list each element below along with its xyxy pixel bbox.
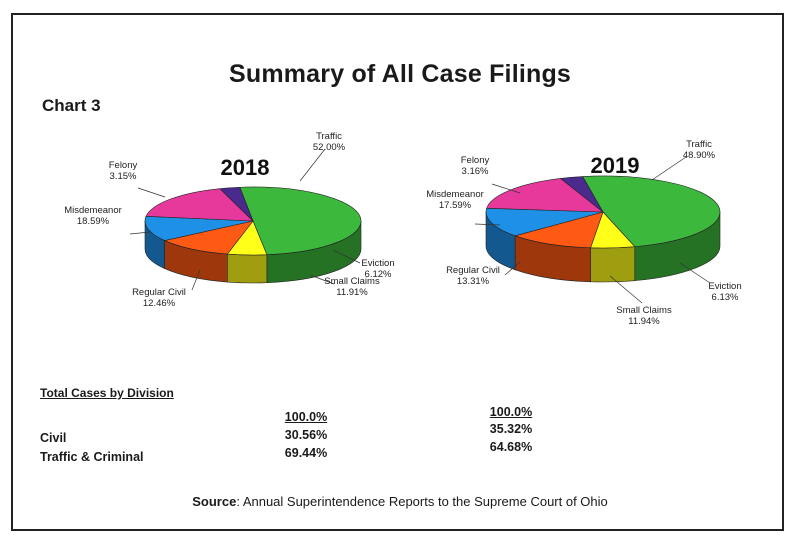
leader-line-eviction: [332, 249, 361, 264]
slice-regular-civil: [144, 216, 254, 241]
source-label: Source: [192, 494, 237, 509]
slice-misdemeanor: [145, 188, 254, 222]
leader-line-misdemeanor: [474, 223, 501, 226]
slice-label-felony: Felony: [109, 160, 138, 171]
leader-line-small-claims: [309, 274, 335, 285]
slice-regular-civil: [485, 207, 604, 237]
slice-label-misdemeanor: Misdemeanor: [64, 205, 122, 216]
source-text: : Annual Superintendence Reports to the …: [236, 494, 608, 509]
slice-label-regular-civil: Regular Civil: [132, 287, 186, 298]
leader-line-eviction: [679, 262, 711, 284]
slice-label-felony: Felony: [461, 155, 490, 166]
chart-number-label: Chart 3: [42, 96, 101, 115]
slice-value-eviction: 6.13%: [712, 292, 739, 303]
slice-label-eviction: Eviction: [708, 281, 741, 292]
slice-felony: [559, 176, 604, 213]
slice-value-eviction: 6.12%: [365, 269, 392, 280]
slice-value-small-claims: 11.91%: [336, 287, 368, 298]
slice-value-misdemeanor: 17.59%: [439, 200, 472, 211]
traffic-criminal-2019: 64.68%: [489, 440, 533, 454]
slice-value-traffic: 48.90%: [683, 150, 716, 161]
leader-line-regular-civil: [191, 269, 201, 291]
slice-value-felony: 3.16%: [462, 166, 489, 177]
pie-year-title: 2019: [591, 153, 640, 178]
leader-line-misdemeanor: [129, 231, 151, 235]
leader-line-traffic: [651, 156, 687, 181]
slice-label-regular-civil: Regular Civil: [446, 265, 500, 276]
slice-side-eviction: [227, 253, 268, 284]
slice-value-felony: 3.15%: [110, 171, 137, 182]
slice-label-traffic: Traffic: [686, 139, 712, 150]
leader-line-felony: [137, 187, 166, 198]
leader-line-traffic: [299, 148, 326, 182]
leader-line-felony: [491, 183, 521, 194]
total-2018: 100.0%: [284, 410, 328, 424]
slice-label-small-claims: Small Claims: [324, 276, 380, 287]
division-table-title: Total Cases by Division: [40, 386, 174, 400]
civil-2019: 35.32%: [489, 422, 533, 436]
slice-value-traffic: 52.00%: [313, 142, 346, 153]
leader-line-small-claims: [609, 275, 643, 304]
slice-small-claims: [163, 220, 254, 255]
leader-line-regular-civil: [504, 261, 521, 276]
slice-value-regular-civil: 13.31%: [457, 276, 490, 287]
slice-label-small-claims: Small Claims: [616, 305, 672, 316]
source-note: Source: Annual Superintendence Reports t…: [0, 494, 800, 509]
row-label-civil: Civil: [40, 431, 67, 445]
row-label-traffic-criminal: Traffic & Criminal: [40, 450, 144, 464]
slice-value-misdemeanor: 18.59%: [77, 216, 110, 227]
slice-value-regular-civil: 12.46%: [143, 298, 176, 309]
civil-2018: 30.56%: [284, 428, 328, 442]
slice-label-misdemeanor: Misdemeanor: [426, 189, 484, 200]
chart-frame: [11, 13, 784, 531]
page-title: Summary of All Case Filings: [228, 60, 572, 88]
slice-side-eviction: [590, 246, 636, 283]
slice-value-small-claims: 11.94%: [628, 316, 660, 327]
traffic-criminal-2018: 69.44%: [284, 446, 328, 460]
total-2019: 100.0%: [489, 405, 533, 419]
slice-small-claims: [514, 211, 604, 249]
slice-felony: [219, 186, 254, 222]
slice-label-traffic: Traffic: [316, 131, 342, 142]
pie-year-title: 2018: [221, 155, 270, 180]
slice-label-eviction: Eviction: [361, 258, 394, 269]
slice-traffic: [582, 175, 721, 247]
